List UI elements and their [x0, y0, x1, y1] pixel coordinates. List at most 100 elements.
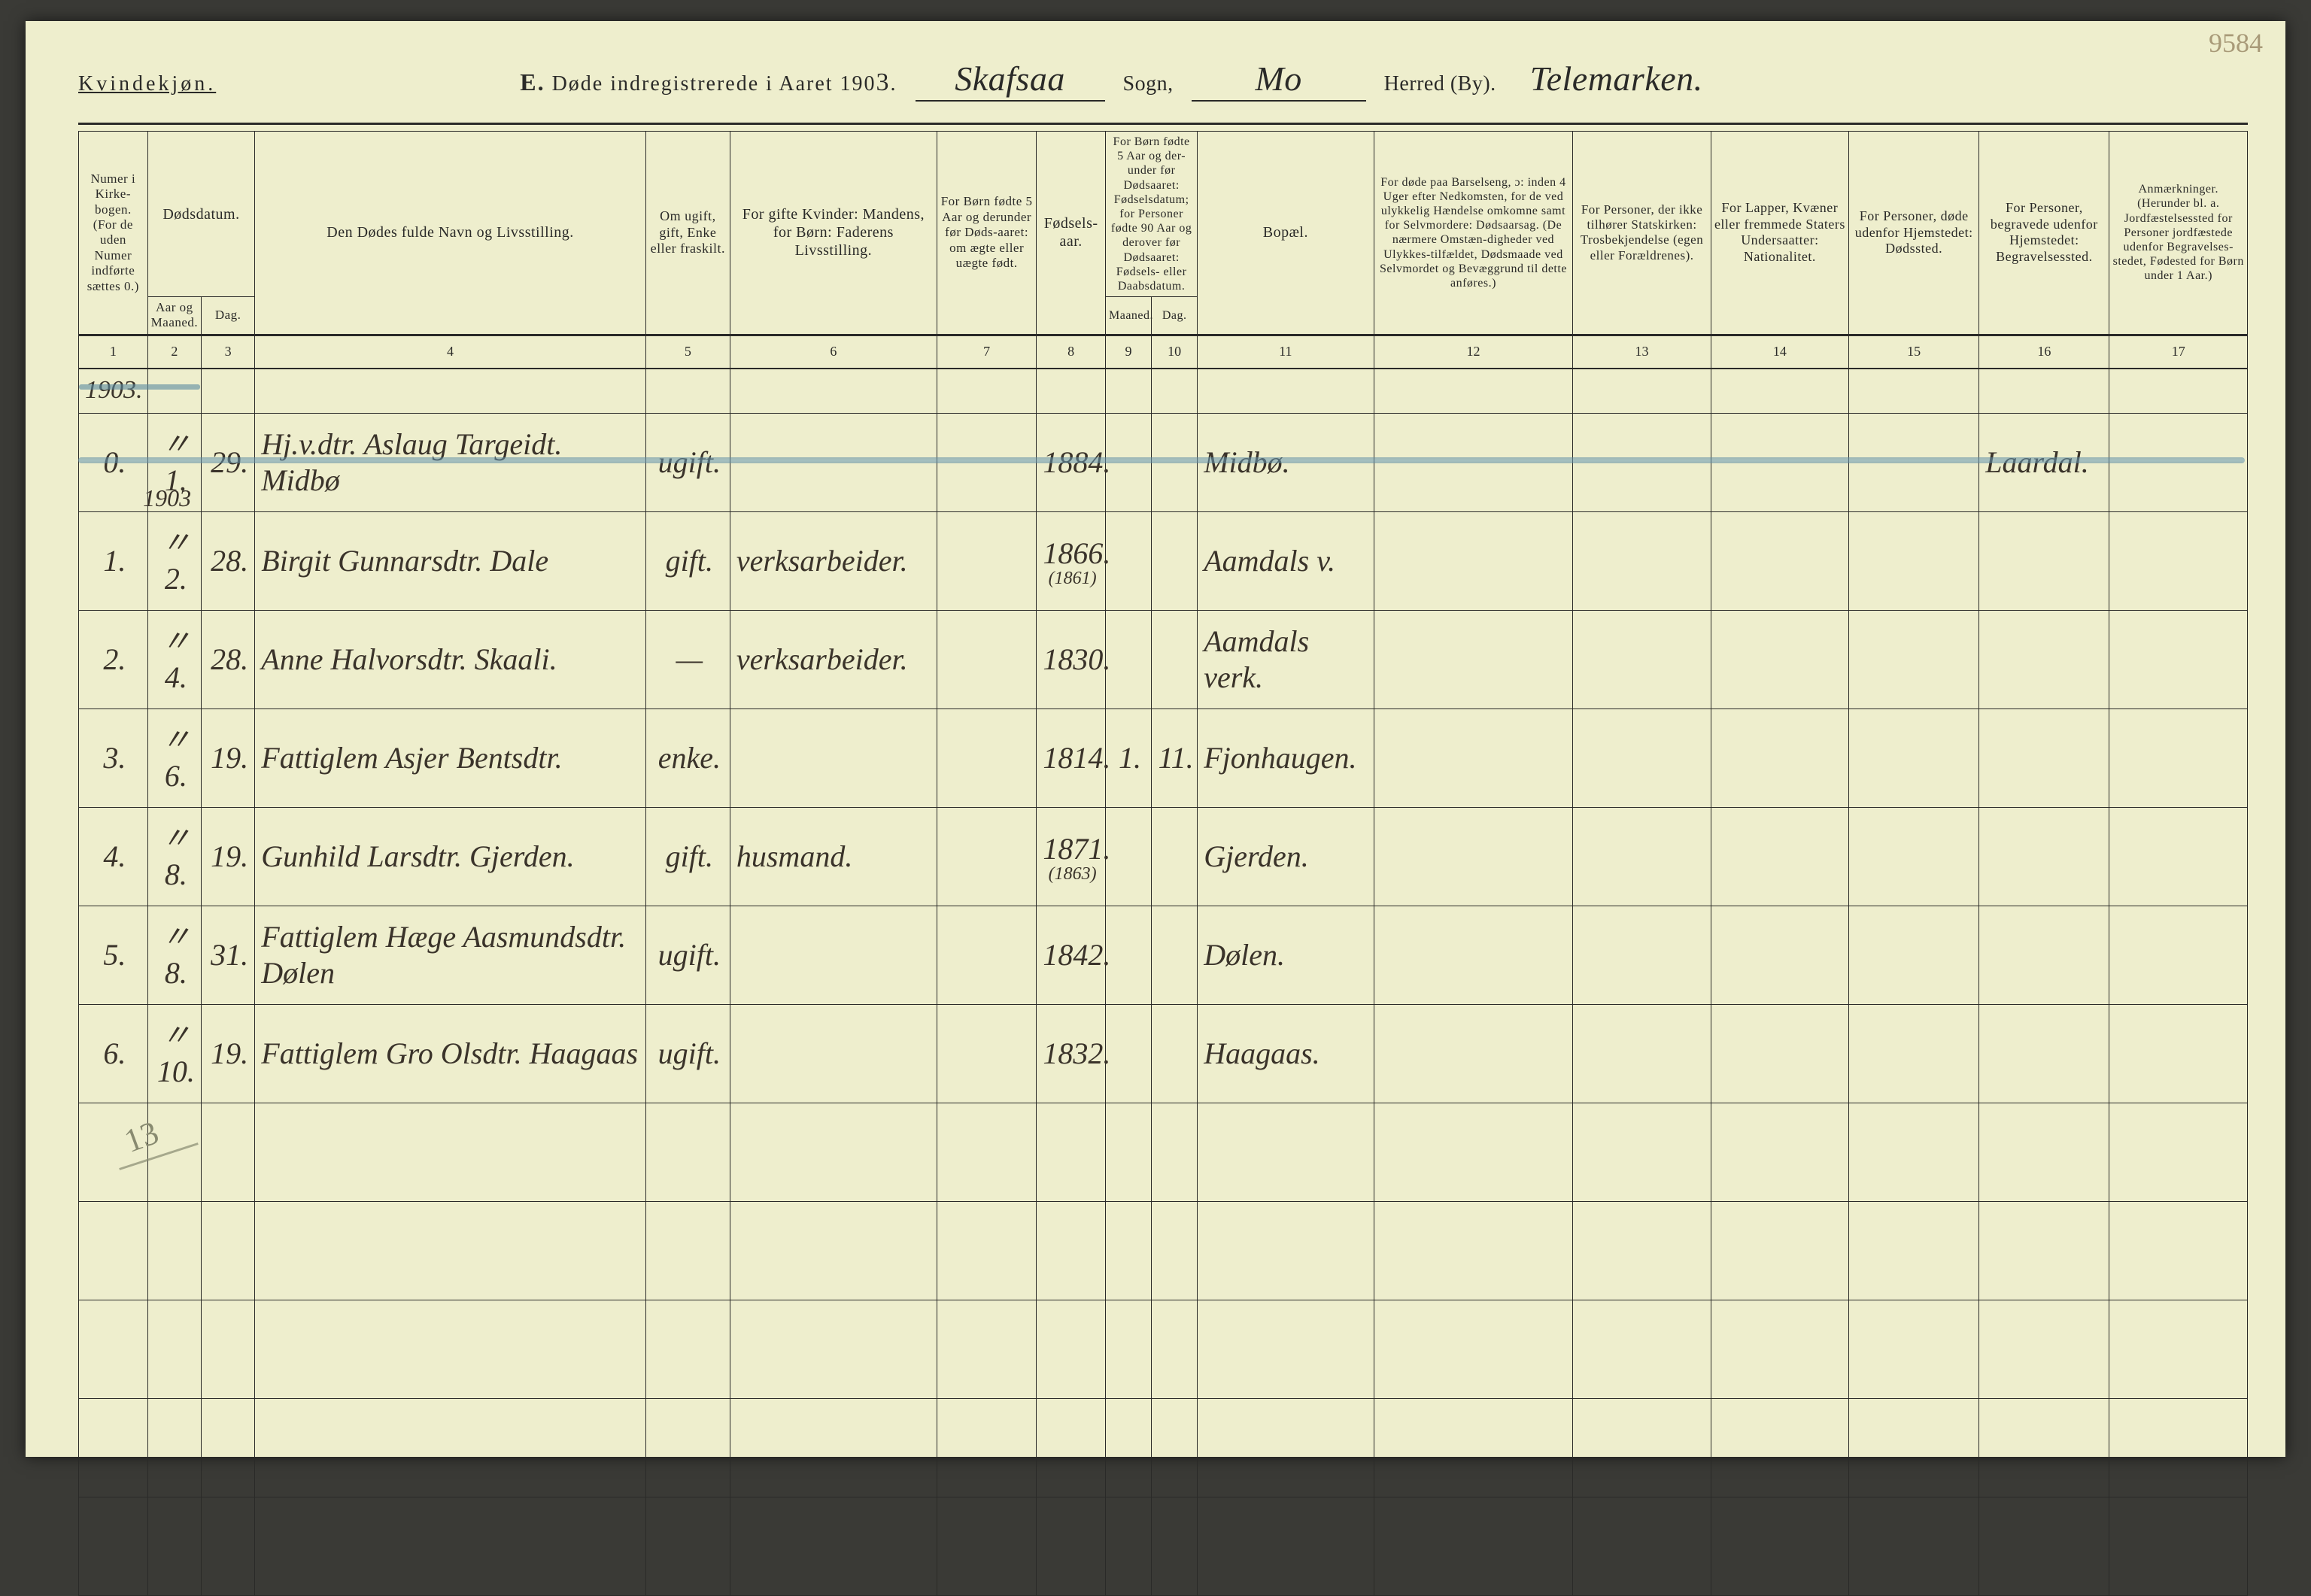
column-number: 15 [1849, 335, 1979, 369]
table-cell: 1814. [1037, 708, 1106, 807]
column-header: For Personer, begravede udenfor Hjemsted… [1979, 132, 2109, 335]
table-cell: 1832. [1037, 1004, 1106, 1103]
table-cell [1711, 807, 1848, 906]
table-cell: Fattiglem Gro Olsdtr. Haagaas [255, 1004, 646, 1103]
table-cell [1711, 511, 1848, 610]
table-cell [1711, 708, 1848, 807]
table-cell [79, 1201, 148, 1300]
table-cell [1573, 610, 1711, 708]
table-cell [1573, 1103, 1711, 1201]
year-annotation: 1903 [143, 484, 191, 512]
table-cell [201, 369, 254, 414]
table-cell: 〃 8. [147, 906, 201, 1004]
table-cell [1198, 1300, 1374, 1398]
table-cell: 1842. [1037, 906, 1106, 1004]
table-cell [645, 1398, 730, 1497]
table-cell: Haagaas. [1198, 1004, 1374, 1103]
table-cell [255, 1201, 646, 1300]
column-header: Den Dødes fulde Navn og Livsstilling. [255, 132, 646, 335]
table-cell [1849, 1201, 1979, 1300]
table-cell [1573, 1004, 1711, 1103]
table-cell [1849, 511, 1979, 610]
table-cell [937, 1201, 1036, 1300]
table-cell [1573, 511, 1711, 610]
column-header: Maaned. [1106, 297, 1152, 335]
table-cell [937, 1398, 1036, 1497]
table-cell [1152, 807, 1198, 906]
table-cell [1573, 807, 1711, 906]
table-cell [1037, 369, 1106, 414]
table-cell [201, 1103, 254, 1201]
column-header: For døde paa Barselseng, ɔ: inden 4 Uger… [1374, 132, 1573, 335]
table-cell: 1903. [79, 369, 148, 414]
table-cell [2109, 511, 2248, 610]
column-number: 2 [147, 335, 201, 369]
table-cell [2109, 1398, 2248, 1497]
table-cell [1573, 1201, 1711, 1300]
table-cell [1573, 1300, 1711, 1398]
table-cell [1106, 906, 1152, 1004]
table-cell [730, 1398, 937, 1497]
table-cell: 〃 2. [147, 511, 201, 610]
table-cell [79, 1497, 148, 1595]
column-number: 11 [1198, 335, 1374, 369]
table-cell [1979, 610, 2109, 708]
column-number: 17 [2109, 335, 2248, 369]
column-header: For Personer, der ikke tilhører Statskir… [1573, 132, 1711, 335]
table-cell: Gjerden. [1198, 807, 1374, 906]
heading-prefix: E. [520, 68, 545, 96]
table-cell [1152, 1398, 1198, 1497]
column-header: Anmærkninger. (Herunder bl. a. Jordfæste… [2109, 132, 2248, 335]
table-cell: Aamdals verk. [1198, 610, 1374, 708]
column-number: 16 [1979, 335, 2109, 369]
table-cell [730, 1201, 937, 1300]
table-cell [1106, 1103, 1152, 1201]
table-cell [255, 1398, 646, 1497]
table-cell [937, 1497, 1036, 1595]
table-cell [937, 807, 1036, 906]
table-cell [1711, 1300, 1848, 1398]
table-cell [147, 1300, 201, 1398]
table-cell [1711, 1004, 1848, 1103]
table-cell: 1866.(1861) [1037, 511, 1106, 610]
table-cell: Gunhild Larsdtr. Gjerden. [255, 807, 646, 906]
table-cell [1037, 1300, 1106, 1398]
table-cell [1849, 906, 1979, 1004]
table-cell [201, 1398, 254, 1497]
table-cell [1711, 1103, 1848, 1201]
column-header: For Børn fødte 5 Aar og der-under før Dø… [1106, 132, 1198, 297]
table-cell: verksarbeider. [730, 610, 937, 708]
table-cell: 〃 6. [147, 708, 201, 807]
table-cell [1573, 906, 1711, 1004]
table-cell [2109, 610, 2248, 708]
table-cell [1979, 369, 2109, 414]
table-cell: gift. [645, 511, 730, 610]
table-cell: 19. [201, 807, 254, 906]
table-cell [1152, 369, 1198, 414]
table-cell [147, 1201, 201, 1300]
page-number-annotation: 9584 [2209, 27, 2263, 59]
column-number: 6 [730, 335, 937, 369]
table-cell [1374, 1103, 1573, 1201]
column-header: Aar og Maaned. [147, 297, 201, 335]
table-cell [1573, 708, 1711, 807]
table-cell [1152, 610, 1198, 708]
table-cell [730, 369, 937, 414]
table-cell: Fjonhaugen. [1198, 708, 1374, 807]
table-cell [1152, 1004, 1198, 1103]
table-cell [645, 1201, 730, 1300]
table-cell [1849, 610, 1979, 708]
table-cell [1198, 1201, 1374, 1300]
column-number: 3 [201, 335, 254, 369]
table-cell [1849, 369, 1979, 414]
column-number: 14 [1711, 335, 1848, 369]
table-cell: 〃 4. [147, 610, 201, 708]
table-cell [1573, 1497, 1711, 1595]
parish-label: Sogn, [1123, 72, 1174, 96]
region-value: Telemarken. [1514, 59, 1719, 100]
table-cell [79, 1398, 148, 1497]
table-cell: Birgit Gunnarsdtr. Dale [255, 511, 646, 610]
table-cell [1198, 1497, 1374, 1595]
table-cell: 4. [79, 807, 148, 906]
table-cell [1711, 1398, 1848, 1497]
